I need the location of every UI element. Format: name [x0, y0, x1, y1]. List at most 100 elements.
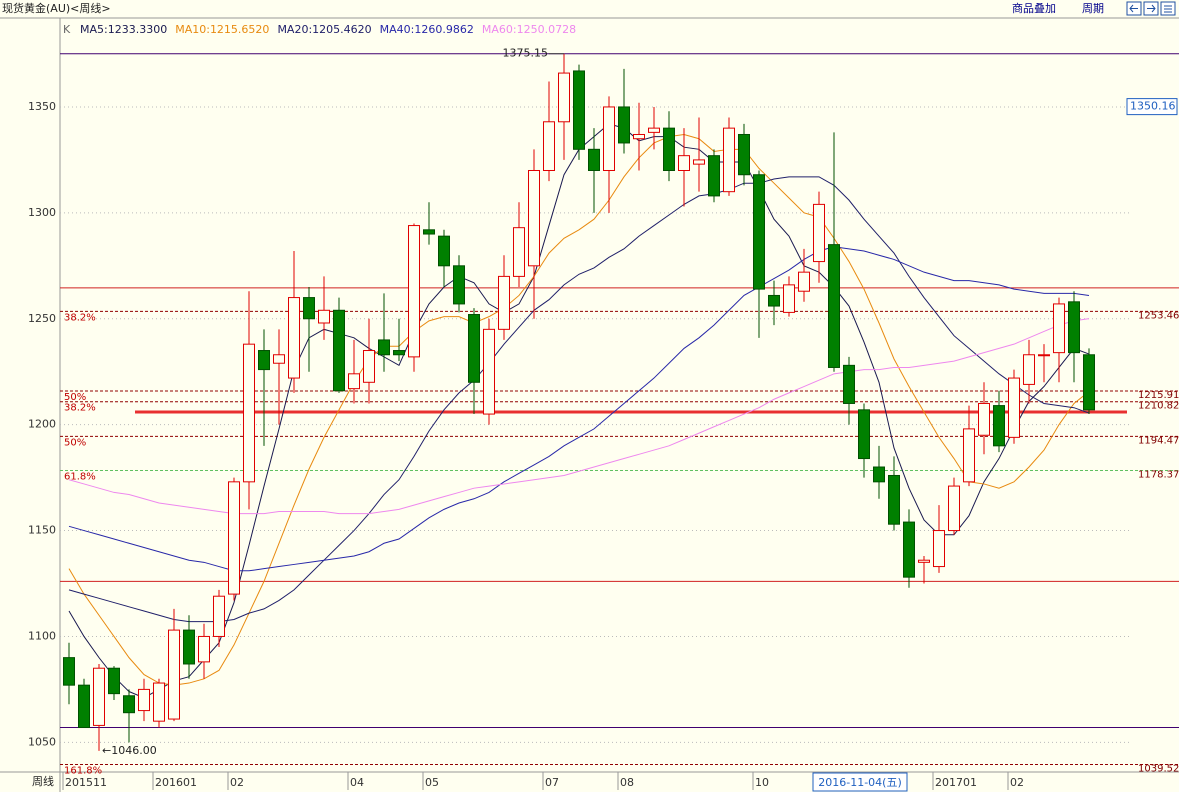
level-label: 38.2% — [64, 403, 96, 414]
x-tick-label: 05 — [425, 776, 439, 789]
legend-prefix: K — [63, 23, 71, 36]
candle-body — [183, 629, 195, 665]
candle-body — [1038, 354, 1050, 357]
chart-title: 现货黄金(AU)<周线> — [2, 1, 111, 15]
candle-body — [153, 682, 165, 722]
candle-body — [603, 106, 615, 171]
level-value: 1194.47 — [1138, 435, 1179, 446]
candle-body — [288, 297, 300, 379]
candle-body — [633, 133, 645, 140]
candle-body — [768, 294, 780, 307]
y-tick-label: 1300 — [28, 206, 56, 219]
candle-body — [273, 354, 285, 364]
candle-body — [498, 275, 510, 330]
candle-body — [513, 227, 525, 277]
candle-body — [258, 350, 270, 371]
candle-body — [618, 106, 630, 144]
candle-body — [78, 684, 90, 729]
candle-body — [858, 409, 870, 460]
x-tick-label: 07 — [545, 776, 559, 789]
candle-body — [468, 314, 480, 383]
level-value: 1215.91 — [1138, 390, 1179, 401]
candle-body — [1023, 354, 1035, 385]
level-label: 50% — [64, 392, 86, 403]
x-tick-label: 02 — [1010, 776, 1024, 789]
x-tick-label: 08 — [620, 776, 634, 789]
candle-body — [1053, 303, 1065, 354]
level-value: 1210.82 — [1138, 401, 1179, 412]
candle-body — [573, 70, 585, 150]
toolbar-button[interactable]: 商品叠加 — [1012, 1, 1056, 15]
candle-body — [108, 667, 120, 695]
candle-body — [993, 405, 1005, 447]
candle-body — [243, 343, 255, 483]
candle-body — [93, 667, 105, 726]
candle-body — [363, 350, 375, 383]
candle-body — [123, 695, 135, 714]
candle-body — [933, 530, 945, 568]
y-tick-label: 1150 — [28, 524, 56, 537]
candle-body — [723, 127, 735, 193]
candle-body — [228, 481, 240, 595]
candle-body — [438, 235, 450, 267]
candle-body — [393, 350, 405, 356]
level-value: 1178.37 — [1138, 469, 1179, 480]
candle-body — [678, 155, 690, 171]
x-tick-label: 02 — [230, 776, 244, 789]
level-value: 1253.46 — [1138, 310, 1179, 321]
candle-body — [1068, 301, 1080, 354]
annotation: ←1046.00 — [102, 744, 157, 757]
candle-body — [588, 148, 600, 171]
candle-body — [813, 203, 825, 263]
candle-body — [528, 169, 540, 267]
level-label: 50% — [64, 437, 86, 448]
y-tick-label: 1250 — [28, 312, 56, 325]
y-tick-label: 1200 — [28, 418, 56, 431]
cursor-date: 2016-11-04(五) — [818, 776, 902, 789]
x-tick-label: 201601 — [155, 776, 197, 789]
candle-body — [708, 155, 720, 197]
candle-body — [348, 373, 360, 390]
candle-body — [828, 244, 840, 368]
candle-body — [783, 284, 795, 313]
nav-icons[interactable] — [1126, 1, 1176, 16]
candle-body — [663, 127, 675, 171]
y-tick-label: 1350 — [28, 100, 56, 113]
candle-body — [738, 133, 750, 176]
legend-entry: MA40:1260.9862 — [380, 23, 474, 36]
level-label: 38.2% — [64, 312, 96, 323]
candle-body — [903, 521, 915, 578]
candle-body — [798, 271, 810, 292]
x-tick-label: 201701 — [935, 776, 977, 789]
x-tick-label: 201511 — [65, 776, 107, 789]
candle-body — [843, 364, 855, 404]
candle-body — [63, 657, 75, 686]
x-tick-label: 10 — [755, 776, 769, 789]
candle-body — [1083, 354, 1095, 411]
annotation: 1375.15 — [503, 47, 549, 60]
candle-body — [1008, 377, 1020, 438]
candle-body — [408, 225, 420, 358]
candle-body — [753, 174, 765, 290]
candle-body — [333, 309, 345, 392]
candle-body — [198, 635, 210, 663]
cursor-price-box — [1126, 98, 1178, 116]
candle-body — [648, 127, 660, 133]
candle-body — [453, 265, 465, 305]
x-tick-label: 04 — [350, 776, 364, 789]
candle-body — [303, 297, 315, 320]
level-label: 161.8% — [64, 766, 102, 777]
toolbar-button[interactable]: 周期 — [1082, 2, 1104, 15]
candle-body — [558, 72, 570, 123]
period-label: 周线 — [32, 774, 54, 788]
candle-body — [693, 159, 705, 165]
ma-line — [68, 133, 1090, 686]
candle-body — [318, 309, 330, 324]
candle-body — [978, 402, 990, 436]
level-label: 61.8% — [64, 471, 96, 482]
candle-body — [888, 474, 900, 525]
y-tick-label: 1050 — [28, 735, 56, 748]
